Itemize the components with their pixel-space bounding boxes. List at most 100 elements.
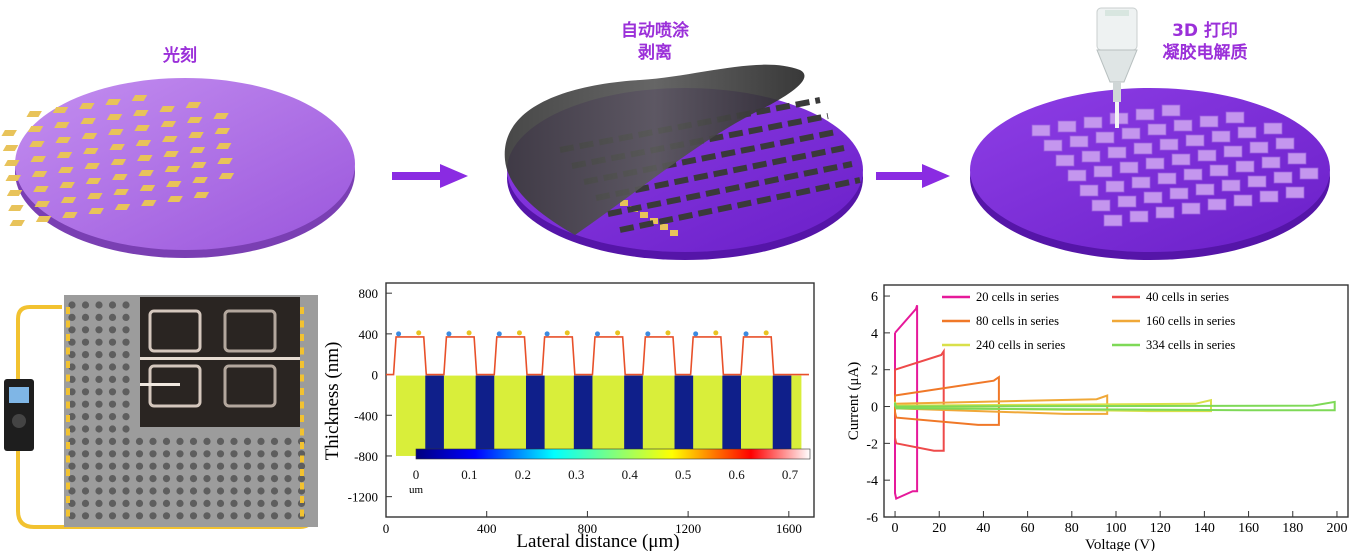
gold-electrode-pad — [27, 126, 44, 132]
gold-electrode-pad — [5, 175, 21, 181]
array-cell-dot — [189, 499, 198, 507]
colorbar-tick-label: 0.3 — [568, 467, 584, 482]
array-cell-dot — [135, 499, 144, 507]
gel-electrolyte-cube — [1159, 138, 1179, 151]
gold-electrode-pad — [8, 205, 24, 211]
gold-electrode-pad — [35, 216, 52, 222]
profile-marker — [763, 330, 769, 336]
gold-electrode-pad — [29, 141, 45, 147]
array-cell-dot — [95, 475, 103, 483]
gold-electrode-pad — [52, 107, 69, 113]
gel-electrolyte-cube — [1055, 154, 1075, 167]
gold-electrode-pad — [189, 147, 206, 153]
array-cell-dot — [108, 338, 117, 346]
array-cell-dot — [162, 437, 171, 445]
array-cell-dot — [243, 437, 252, 445]
x-tick-label: 140 — [1194, 521, 1215, 536]
gel-electrolyte-cube — [1183, 168, 1203, 181]
gold-electrode-pad — [113, 189, 129, 195]
gold-electrode-pad — [33, 186, 49, 192]
wafer-3d-printing — [970, 7, 1330, 260]
array-cell-dot — [122, 375, 130, 383]
array-cell-dot — [135, 475, 144, 483]
array-cell-dot — [135, 487, 144, 495]
gold-electrode-pad — [159, 106, 175, 112]
array-cell-dot — [284, 462, 292, 470]
array-cell-dot — [122, 437, 130, 445]
profile-marker — [564, 330, 570, 336]
array-cell-dot — [95, 301, 103, 309]
array-cell-dot — [68, 413, 76, 421]
connector-pad — [66, 374, 70, 382]
x-tick-label: 40 — [976, 521, 990, 536]
array-cell-dot — [81, 499, 90, 507]
connector-pad — [300, 442, 304, 449]
array-cell-dot — [108, 301, 117, 309]
gel-electrolyte-cube — [1249, 141, 1269, 154]
legend-label: 40 cells in series — [1146, 290, 1229, 304]
connector-pad — [300, 455, 304, 463]
array-cell-dot — [122, 400, 130, 408]
array-cell-dot — [122, 338, 130, 346]
gel-electrolyte-cube — [1225, 111, 1245, 124]
gel-electrolyte-cube — [1155, 206, 1175, 219]
array-cell-dot — [122, 475, 130, 483]
gel-electrolyte-cube — [1031, 124, 1051, 137]
array-cell-dot — [95, 462, 103, 470]
array-cell-dot — [149, 487, 157, 495]
array-cell-dot — [95, 388, 103, 396]
x-tick-label: 120 — [1150, 521, 1171, 536]
array-cell-dot — [95, 512, 103, 520]
array-cell-dot — [243, 499, 252, 507]
x-tick-label: 400 — [477, 521, 497, 536]
connector-pad — [300, 374, 304, 382]
gold-electrode-pad — [167, 196, 183, 202]
array-cell-dot — [81, 413, 90, 421]
array-cell-dot — [243, 450, 252, 458]
gold-electrode-pad — [215, 143, 232, 149]
array-cell-dot — [108, 450, 117, 458]
x-tick-label: 1600 — [776, 521, 802, 536]
x-tick-label: 0 — [892, 521, 899, 536]
heatmap-trench — [722, 375, 741, 456]
multimeter-icon — [4, 379, 34, 451]
array-cell-dot — [122, 425, 130, 433]
gel-electrolyte-cube — [1287, 152, 1307, 165]
connector-pad — [66, 469, 70, 476]
array-cell-dot — [297, 462, 306, 470]
array-cell-dot — [135, 450, 144, 458]
gel-electrolyte-cube — [1057, 120, 1077, 133]
array-cell-dot — [162, 450, 171, 458]
array-cell-dot — [216, 487, 225, 495]
gold-electrode-pad — [217, 158, 233, 164]
x-tick-label: 160 — [1238, 521, 1259, 536]
array-cell-dot — [81, 313, 90, 321]
connector-pad — [300, 320, 304, 328]
thickness-profile-chart: Thickness (nm) Lateral distance (μm) 800… — [322, 282, 815, 551]
iv-curve — [894, 375, 1000, 426]
gold-contact-pad — [640, 212, 648, 218]
gel-electrolyte-cube — [1043, 139, 1063, 152]
colorbar-tick-label: 0.7 — [782, 467, 799, 482]
gold-electrode-pad — [137, 155, 153, 161]
gold-electrode-pad — [186, 117, 203, 123]
wafer-photolithography — [1, 78, 355, 258]
gel-electrolyte-cube — [1095, 131, 1115, 144]
array-cell-dot — [149, 512, 157, 520]
iv-ylabel: Current (μA) — [846, 362, 862, 440]
array-cell-dot — [189, 450, 198, 458]
gold-electrode-pad — [163, 151, 179, 157]
profile-marker — [594, 331, 600, 337]
gold-contact-pad — [670, 230, 678, 236]
array-cell-dot — [81, 437, 90, 445]
gel-electrolyte-cube — [1181, 202, 1201, 215]
gold-electrode-pad — [84, 163, 100, 169]
array-cell-dot — [162, 512, 171, 520]
array-cell-dot — [230, 462, 238, 470]
array-cell-dot — [122, 388, 130, 396]
gold-electrode-pad — [164, 166, 181, 172]
array-cell-dot — [162, 499, 171, 507]
gel-electrolyte-cube — [1105, 180, 1125, 193]
array-cell-dot — [135, 437, 144, 445]
